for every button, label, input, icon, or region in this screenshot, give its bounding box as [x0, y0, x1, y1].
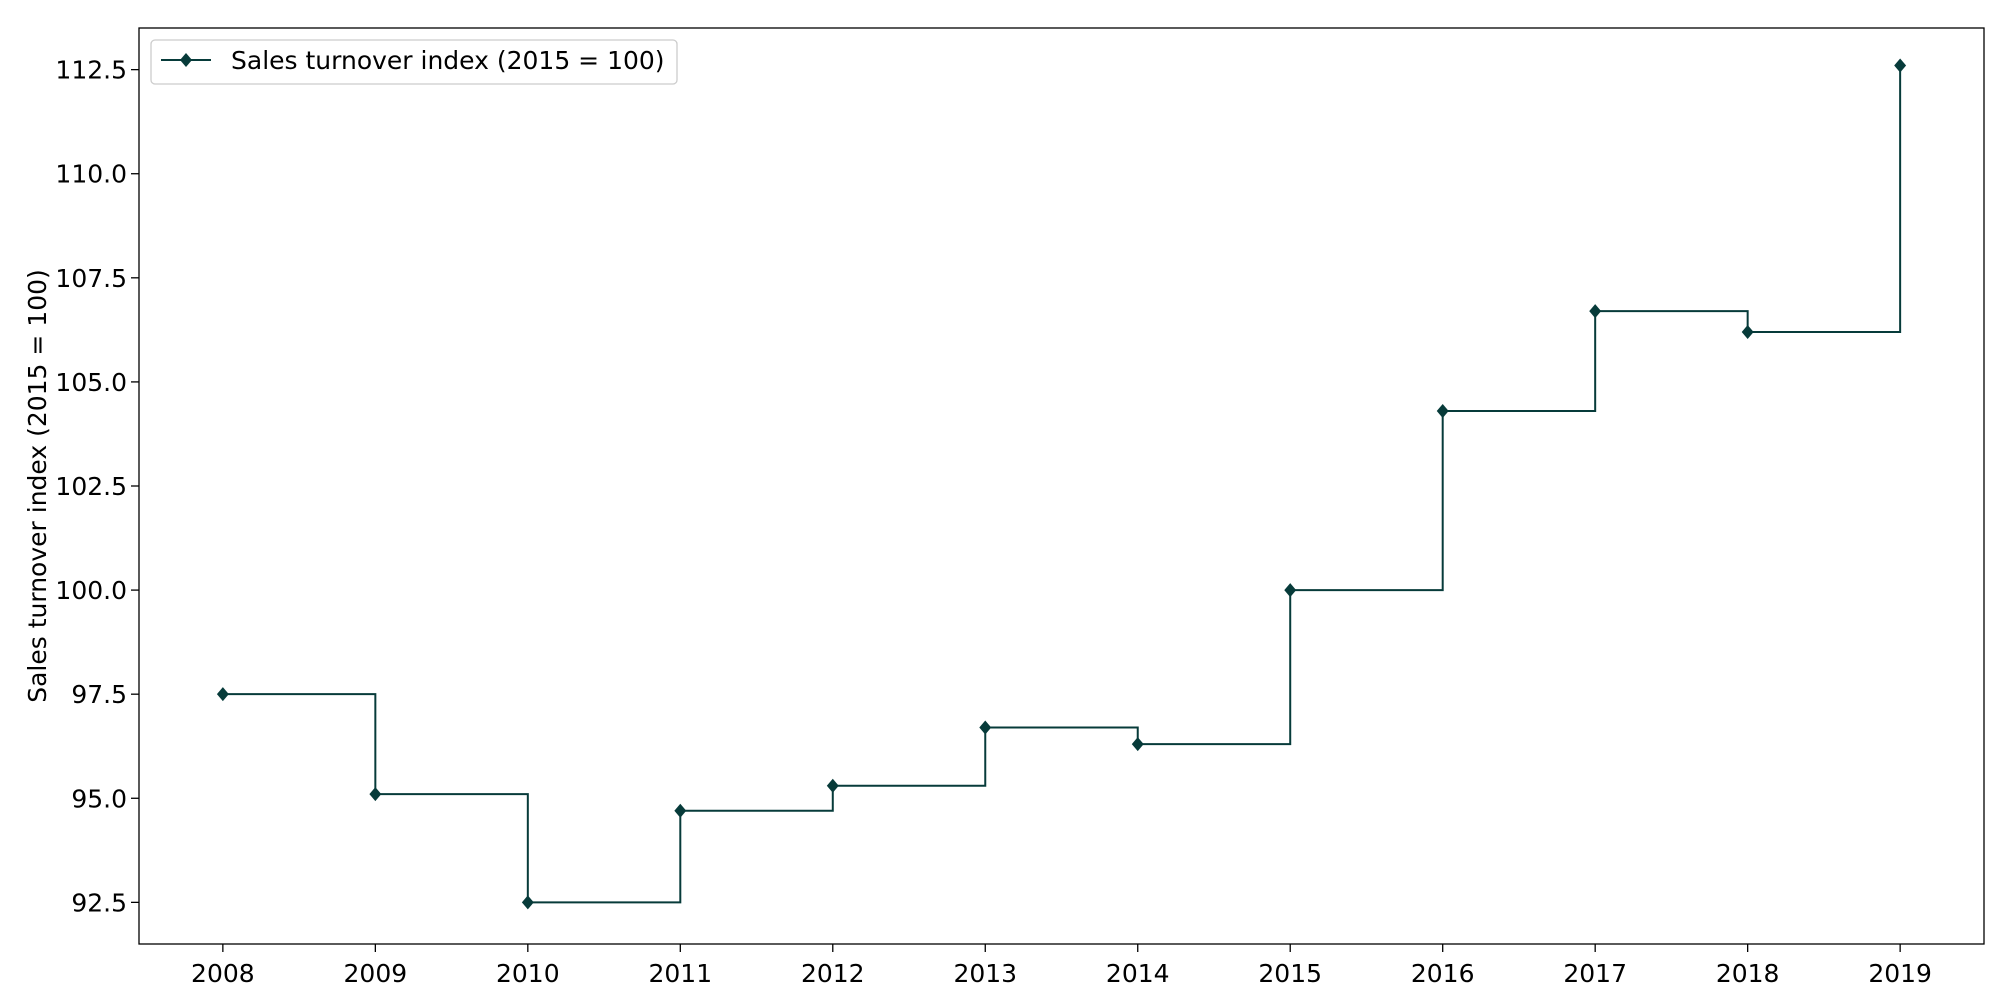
- plot-area: [138, 27, 1985, 945]
- x-axis: 2008 2009 2010 2011 2012 2013 2014 2015 2016 2017…: [191, 944, 1932, 988]
- y-tick-label: 110.0: [55, 160, 127, 189]
- y-tick-label: 92.5: [71, 888, 127, 917]
- y-axis: 92.5 95.0 97.5 100.0 102.5 105.0 107.5 110.0 112…: [55, 56, 139, 917]
- y-tick-label: 97.5: [71, 680, 127, 709]
- data-point-marker: [674, 803, 687, 818]
- y-tick-label: 100.0: [55, 576, 127, 605]
- x-tick-label: 2010: [496, 959, 560, 988]
- y-tick-label: 95.0: [71, 784, 127, 813]
- data-point-marker: [369, 787, 382, 802]
- legend: Sales turnover index (2015 = 100): [150, 39, 678, 85]
- x-tick-label: 2014: [1106, 959, 1170, 988]
- x-tick-label: 2011: [648, 959, 712, 988]
- data-point-marker: [521, 895, 534, 910]
- x-tick-label: 2012: [801, 959, 865, 988]
- data-point-marker: [1436, 404, 1449, 419]
- data-point-marker: [1894, 58, 1907, 73]
- legend-box: [150, 39, 678, 85]
- x-tick-label: 2019: [1868, 959, 1932, 988]
- data-point-marker: [1741, 324, 1754, 339]
- x-tick-label: 2008: [191, 959, 255, 988]
- y-tick-label: 112.5: [55, 56, 127, 85]
- data-point-marker: [979, 720, 992, 735]
- data-point-marker: [1589, 304, 1602, 319]
- y-tick-label: 107.5: [55, 264, 127, 293]
- legend-marker-diamond: [180, 53, 192, 67]
- x-tick-label: 2013: [953, 959, 1017, 988]
- x-tick-label: 2016: [1411, 959, 1475, 988]
- x-tick-label: 2009: [344, 959, 408, 988]
- data-point-marker: [1131, 737, 1144, 752]
- x-tick-label: 2018: [1716, 959, 1780, 988]
- x-tick-label: 2017: [1563, 959, 1627, 988]
- legend-label: Sales turnover index (2015 = 100): [231, 46, 665, 75]
- data-point-marker: [826, 778, 839, 793]
- data-point-marker: [1284, 583, 1297, 598]
- series-line: [222, 65, 1902, 904]
- series-layer: [216, 58, 1907, 910]
- y-tick-label: 105.0: [55, 368, 127, 397]
- data-point-marker: [216, 687, 229, 702]
- y-axis-label: Sales turnover index (2015 = 100): [23, 269, 52, 703]
- x-tick-label: 2015: [1258, 959, 1322, 988]
- y-tick-label: 102.5: [55, 472, 127, 501]
